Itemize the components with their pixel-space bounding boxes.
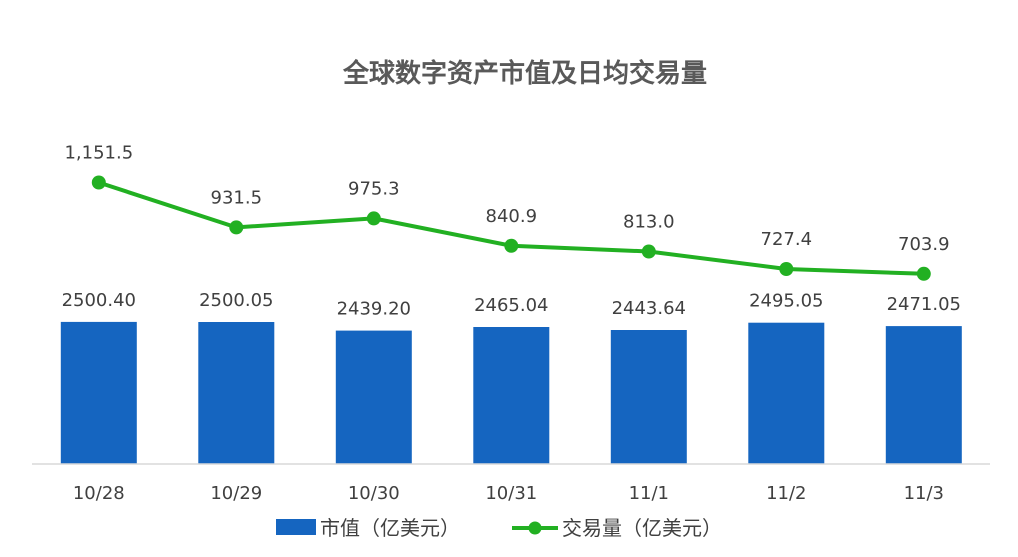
bar-data-label: 2443.64 xyxy=(612,298,686,319)
legend-label-volume: 交易量（亿美元） xyxy=(562,516,722,540)
chart-title: 全球数字资产市值及日均交易量 xyxy=(342,58,707,89)
bar-data-label: 2500.05 xyxy=(199,290,273,311)
line-point-volume xyxy=(366,211,381,226)
line-point-volume xyxy=(916,266,931,281)
legend: 市值（亿美元） 交易量（亿美元） xyxy=(276,516,722,540)
bar-data-label: 2500.40 xyxy=(62,290,136,311)
bar-market-cap xyxy=(885,326,962,464)
line-point-volume xyxy=(641,244,656,259)
line-data-label: 703.9 xyxy=(898,234,950,255)
x-tick-label: 10/29 xyxy=(210,483,262,504)
bar-market-cap xyxy=(748,322,825,464)
bar-market-cap xyxy=(610,330,687,464)
x-tick-label: 11/3 xyxy=(904,483,944,504)
x-tick-label: 11/2 xyxy=(766,483,806,504)
bar-market-cap xyxy=(60,321,137,464)
bar-market-cap xyxy=(473,327,550,464)
plot-area: 2500.40 10/28 2500.05 10/29 2439.20 10/30 2465… xyxy=(60,143,962,504)
line-data-label: 931.5 xyxy=(211,187,263,208)
bar-market-cap xyxy=(335,330,412,464)
bar-data-label: 2439.20 xyxy=(337,299,411,320)
line-data-label: 813.0 xyxy=(623,212,675,233)
bar-market-cap xyxy=(198,322,275,464)
x-tick-label: 10/31 xyxy=(485,483,537,504)
line-data-label: 1,151.5 xyxy=(64,143,133,164)
line-point-volume xyxy=(779,262,794,276)
line-data-label: 840.9 xyxy=(486,206,538,227)
bar-data-label: 2471.05 xyxy=(887,294,961,315)
legend-swatch-market-cap xyxy=(276,519,316,535)
x-tick-label: 10/30 xyxy=(348,483,400,504)
legend-label-market-cap: 市值（亿美元） xyxy=(320,516,460,540)
line-point-volume xyxy=(91,175,106,190)
x-tick-label: 11/1 xyxy=(629,483,669,504)
line-point-volume xyxy=(504,238,519,253)
x-tick-label: 10/28 xyxy=(73,483,125,504)
line-data-label: 727.4 xyxy=(761,229,813,250)
line-data-label: 975.3 xyxy=(348,178,400,199)
line-point-volume xyxy=(229,220,244,235)
bar-data-label: 2495.05 xyxy=(749,291,823,312)
legend-swatch-volume-marker xyxy=(528,521,542,535)
bar-data-label: 2465.04 xyxy=(474,295,548,316)
